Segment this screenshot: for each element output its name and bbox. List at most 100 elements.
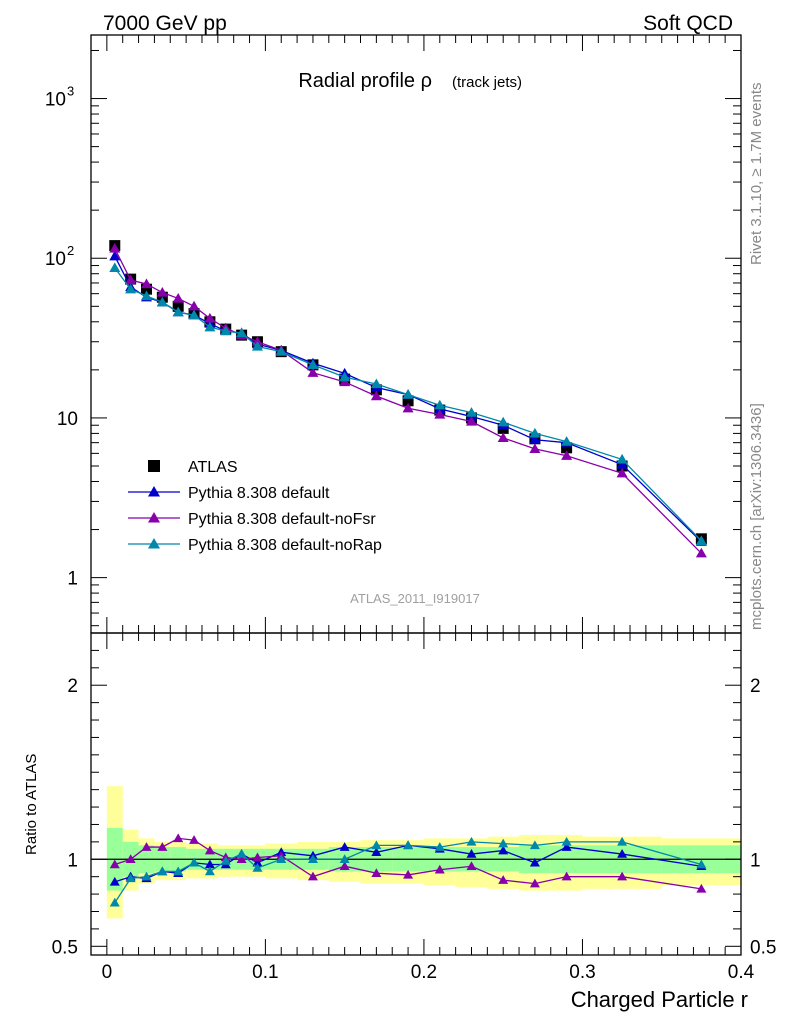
data-point [466,836,477,846]
data-point [371,868,382,877]
data-point [204,312,216,323]
ratio-y-tick-label-right: 1 [750,850,761,871]
data-point [189,835,200,844]
data-point [156,296,168,307]
data-point [370,390,382,401]
data-point [172,306,184,317]
data-point [173,833,184,843]
y-tick-label: 10 [45,249,66,270]
data-point [434,842,445,851]
data-point [140,278,152,289]
data-point [529,427,541,438]
data-point [371,847,382,857]
data-point [529,434,541,444]
data-point [696,883,707,893]
legend-entry: Pythia 8.308 default [128,485,330,502]
data-point [125,873,136,883]
data-point [156,287,168,297]
data-point [616,467,628,478]
data-point [109,262,121,273]
data-point [157,866,168,876]
legend-label: Pythia 8.308 default-noRap [188,537,382,554]
main-series [109,240,707,558]
data-point [173,866,184,876]
x-tick-label: 0.1 [252,962,278,983]
ratio-y-tick-label: 2 [67,676,78,697]
ratio-series-line [114,844,702,883]
data-point [561,436,573,446]
data-point [307,359,319,369]
data-point [529,443,541,454]
data-point [204,321,216,332]
data-point [339,371,351,382]
data-point [251,341,263,351]
data-point [220,325,232,336]
data-point [204,845,215,855]
data-point [465,415,477,426]
data-point [434,864,445,874]
data-point [140,290,152,301]
data-point [434,399,446,410]
data-point [529,878,540,888]
main-title-text: Radial profile ρ [298,70,432,92]
data-point [276,854,287,864]
data-point [148,486,160,497]
legend-label: Pythia 8.308 default [188,485,330,502]
data-point [561,842,572,851]
data-point [109,876,120,886]
data-point [466,861,477,870]
data-point [236,854,247,864]
data-point [236,849,247,858]
data-point [465,407,477,417]
data-point [148,538,160,549]
data-point [307,871,318,881]
data-point [617,836,628,846]
ratio-axes: 0.5 0.5 1 1 2 2 0 0.1 0.2 0.3 0.4 [52,633,776,983]
header-category: Soft QCD [643,12,733,35]
data-point [141,842,152,851]
data-point [434,409,446,419]
side-mcplots-label: mcplots.cern.ch [arXiv:1306.3436] [748,403,765,630]
data-point [403,840,414,850]
data-point [188,300,200,311]
data-point [561,442,573,454]
data-point [402,389,414,399]
data-point [370,378,382,389]
series-line [114,248,702,554]
legend-label: ATLAS [188,459,238,476]
data-point [125,283,137,294]
legend: ATLAS Pythia 8.308 default Pythia 8.308 de… [128,459,382,554]
header-energy: 7000 GeV pp [103,12,227,35]
legend-entry: ATLAS [148,459,238,476]
ratio-series-1 [109,833,707,893]
ratio-panel: 0.5 0.5 1 1 2 2 0 0.1 0.2 0.3 0.4 Ratio to ATLAS C… [23,632,776,1012]
main-title-suffix: (track jets) [452,74,522,91]
x-tick-label: 0.3 [569,962,595,983]
data-point [188,309,200,320]
data-point [140,283,152,295]
data-point [204,866,215,876]
data-point [498,875,509,884]
x-axis-label: Charged Particle r [571,987,748,1012]
legend-marker [148,460,160,472]
data-point [252,857,263,867]
watermark: ATLAS_2011_I919017 [350,591,480,606]
x-tick-label: 0.4 [728,962,755,983]
data-point [403,869,414,879]
data-point [109,243,121,253]
data-point [529,840,540,850]
data-point [125,854,136,864]
ratio-series-2 [109,836,707,907]
series-line [114,267,702,542]
ratio-y-tick-label-right: 0.5 [750,937,776,958]
data-point [616,453,628,464]
data-point [466,849,477,858]
data-point [220,856,231,865]
data-point [339,861,350,870]
legend-entry: Pythia 8.308 default-noRap [128,537,382,554]
y-tick-label-exponent: 3 [67,84,74,99]
data-point [561,836,572,846]
data-point [109,897,120,907]
